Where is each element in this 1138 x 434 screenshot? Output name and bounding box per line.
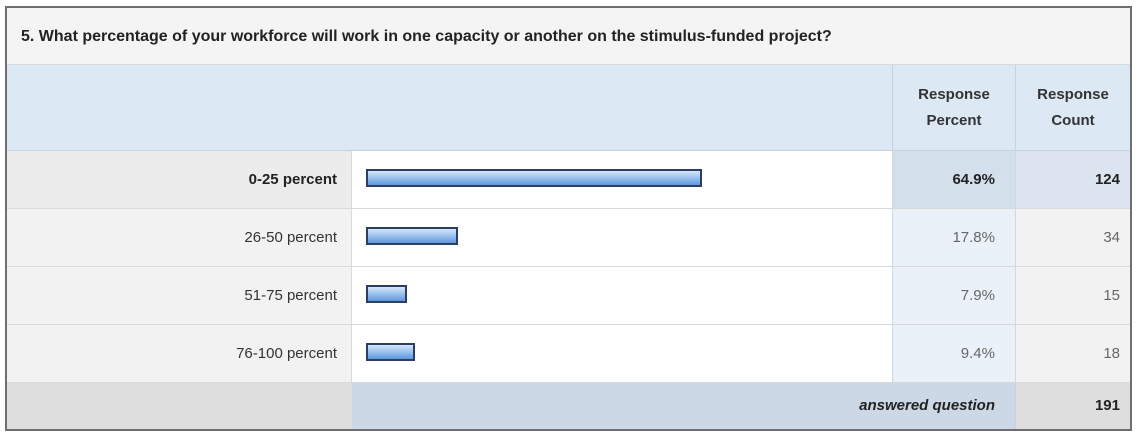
table-row: 26-50 percent 17.8% 34 xyxy=(7,209,1130,267)
survey-result-panel: 5. What percentage of your workforce wil… xyxy=(5,6,1132,431)
response-percent-header: Response Percent xyxy=(892,65,1015,151)
row-label: 26-50 percent xyxy=(7,209,352,266)
row-label: 76-100 percent xyxy=(7,325,352,382)
bar-cell xyxy=(352,325,892,382)
response-percent: 9.4% xyxy=(892,325,1015,382)
response-percent: 17.8% xyxy=(892,209,1015,266)
table-row: 0-25 percent 64.9% 124 xyxy=(7,151,1130,209)
response-percent: 64.9% xyxy=(892,151,1015,208)
response-count-header: Response Count xyxy=(1015,65,1130,151)
table-row: 76-100 percent 9.4% 18 xyxy=(7,325,1130,383)
row-label: 0-25 percent xyxy=(7,151,352,208)
table-row: 51-75 percent 7.9% 15 xyxy=(7,267,1130,325)
response-count: 18 xyxy=(1015,325,1130,382)
bar xyxy=(366,169,702,187)
response-percent-header-line2: Percent xyxy=(926,112,982,129)
response-count: 124 xyxy=(1015,151,1130,208)
bar xyxy=(366,343,415,361)
answered-question-count: 191 xyxy=(1015,383,1130,429)
answered-question-label: answered question xyxy=(352,383,1015,429)
row-label: 51-75 percent xyxy=(7,267,352,324)
response-percent-header-line1: Response xyxy=(918,85,990,103)
bar xyxy=(366,227,458,245)
response-percent: 7.9% xyxy=(892,267,1015,324)
question-title: 5. What percentage of your workforce wil… xyxy=(7,8,1130,65)
response-count: 15 xyxy=(1015,267,1130,324)
table-header: Response Percent Response Count xyxy=(7,65,1130,151)
bar-cell xyxy=(352,209,892,266)
response-count-header-line1: Response xyxy=(1037,85,1109,103)
footer-spacer xyxy=(7,383,352,429)
bar-cell xyxy=(352,151,892,208)
response-count: 34 xyxy=(1015,209,1130,266)
table-footer: answered question 191 xyxy=(7,383,1130,429)
bar xyxy=(366,285,407,303)
bar-cell xyxy=(352,267,892,324)
response-count-header-line2: Count xyxy=(1051,112,1095,129)
